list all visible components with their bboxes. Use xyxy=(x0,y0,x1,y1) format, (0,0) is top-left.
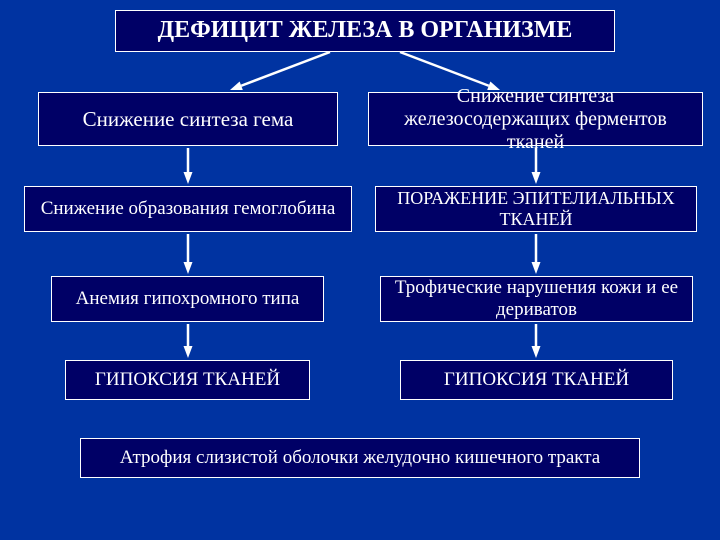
title-text: ДЕФИЦИТ ЖЕЛЕЗА В ОРГАНИЗМЕ xyxy=(158,17,573,45)
l1-text: Снижение синтеза гема xyxy=(83,107,294,131)
r2-text: ПОРАЖЕНИЕ ЭПИТЕЛИАЛЬНЫХ ТКАНЕЙ xyxy=(382,188,690,229)
r3-box: Трофические нарушения кожи и ее деривато… xyxy=(380,276,693,322)
r2-box: ПОРАЖЕНИЕ ЭПИТЕЛИАЛЬНЫХ ТКАНЕЙ xyxy=(375,186,697,232)
l3-box: Анемия гипохромного типа xyxy=(51,276,324,322)
l3-text: Анемия гипохромного типа xyxy=(76,288,300,310)
l2-text: Снижение образования гемоглобина xyxy=(41,198,336,220)
title-box: ДЕФИЦИТ ЖЕЛЕЗА В ОРГАНИЗМЕ xyxy=(115,10,615,52)
r4-text: ГИПОКСИЯ ТКАНЕЙ xyxy=(444,369,629,391)
r1-text: Снижение синтеза железосодержащих фермен… xyxy=(375,85,696,154)
l2-box: Снижение образования гемоглобина xyxy=(24,186,352,232)
l4-box: ГИПОКСИЯ ТКАНЕЙ xyxy=(65,360,310,400)
l1-box: Снижение синтеза гема xyxy=(38,92,338,146)
l4-text: ГИПОКСИЯ ТКАНЕЙ xyxy=(95,369,280,391)
r1-box: Снижение синтеза железосодержащих фермен… xyxy=(368,92,703,146)
bottom-text: Атрофия слизистой оболочки желудочно киш… xyxy=(120,447,601,469)
r4-box: ГИПОКСИЯ ТКАНЕЙ xyxy=(400,360,673,400)
bottom-box: Атрофия слизистой оболочки желудочно киш… xyxy=(80,438,640,478)
r3-text: Трофические нарушения кожи и ее деривато… xyxy=(387,277,686,321)
